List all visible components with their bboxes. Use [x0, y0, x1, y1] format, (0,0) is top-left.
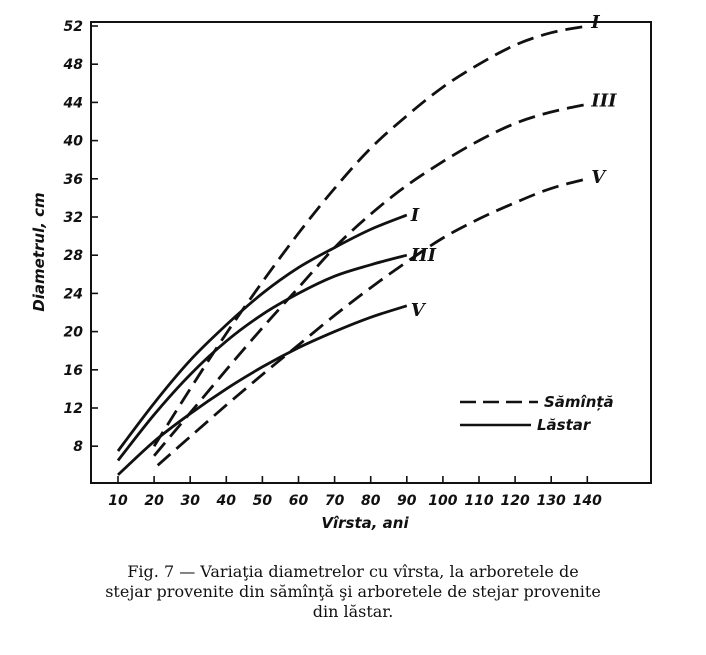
y-tick-label: 52 — [64, 19, 83, 35]
curve-label-lastar-v: V — [411, 300, 427, 321]
y-axis-ticks: 8 12 16 20 24 28 32 36 40 44 48 52 — [63, 19, 98, 455]
y-tick-label: 28 — [64, 248, 84, 264]
curve-label-lastar-iii: III — [410, 245, 437, 266]
legend-label-lastar: Lăstar — [537, 416, 592, 434]
y-tick-label: 24 — [64, 286, 83, 302]
y-tick-label: 8 — [73, 439, 83, 455]
legend: Sămînță Lăstar — [460, 393, 614, 434]
series-line-lastar-iii — [116, 253, 408, 462]
figure-caption-line-1: Fig. 7 — Variaţia diametrelor cu vîrsta,… — [127, 562, 579, 581]
x-axis-title: Vîrsta, ani — [321, 514, 409, 532]
series-line-samanta-v — [156, 177, 588, 467]
x-tick-label: 30 — [180, 493, 200, 509]
figure-caption-line-2: stejar provenite din sămînţă şi arborete… — [105, 582, 601, 601]
x-tick-label: 140 — [573, 493, 602, 509]
curve-label-samanta-iii: III — [590, 90, 617, 111]
x-tick-label: 120 — [500, 493, 529, 509]
y-tick-label: 48 — [63, 57, 84, 73]
x-tick-label: 10 — [108, 493, 128, 509]
x-axis-ticks: 10 20 30 40 50 60 70 80 90 100 110 120 130 140 — [108, 476, 602, 509]
curve-label-samanta-v: V — [591, 167, 607, 188]
x-tick-label: 60 — [289, 493, 309, 509]
series-line-lastar-i — [116, 213, 408, 452]
x-tick-label: 70 — [325, 493, 345, 509]
x-tick-label: 110 — [464, 493, 493, 509]
x-tick-label: 100 — [428, 493, 457, 509]
series-layer — [116, 24, 588, 476]
x-tick-label: 90 — [397, 493, 417, 509]
curve-label-lastar-i: I — [410, 205, 420, 226]
series-line-samanta-i — [152, 24, 588, 447]
series-line-lastar-v — [117, 304, 408, 476]
x-tick-label: 40 — [216, 493, 237, 509]
series-line-samanta-iii — [153, 102, 588, 457]
y-tick-label: 40 — [63, 134, 84, 150]
legend-label-samanta: Sămînță — [544, 393, 614, 411]
y-tick-label: 32 — [64, 210, 83, 226]
y-tick-label: 20 — [64, 325, 84, 341]
x-tick-label: 80 — [361, 493, 381, 509]
x-tick-label: 130 — [537, 493, 566, 509]
x-tick-label: 50 — [253, 493, 273, 509]
y-tick-label: 44 — [63, 95, 83, 111]
y-axis-title: Diametrul, cm — [30, 192, 48, 311]
y-tick-label: 36 — [64, 172, 84, 188]
y-tick-label: 16 — [64, 363, 84, 379]
x-tick-label: 20 — [144, 493, 164, 509]
curve-label-samanta-i: I — [590, 12, 600, 33]
y-tick-label: 12 — [64, 401, 83, 417]
figure-caption-line-3: din lăstar. — [312, 602, 394, 621]
